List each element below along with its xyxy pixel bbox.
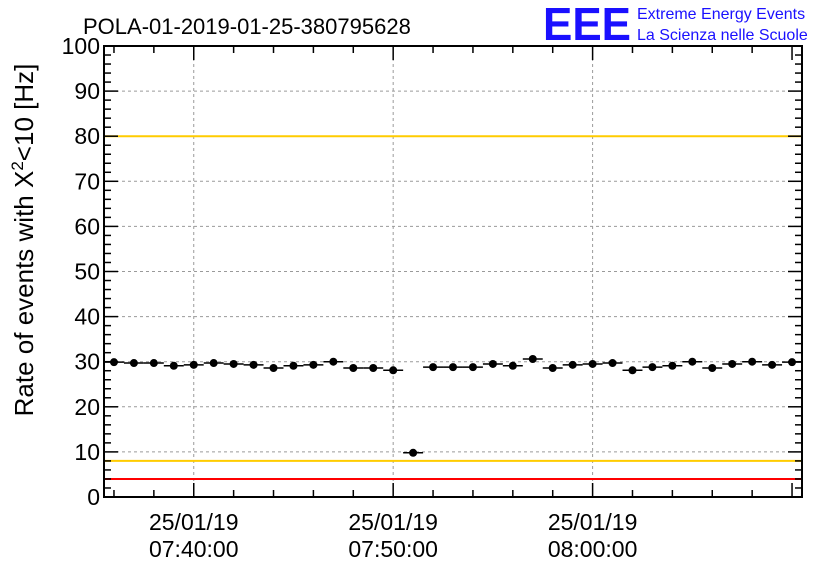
logo-line-1: Extreme Energy Events (637, 6, 805, 23)
y-axis-label-suffix: <10 [Hz] (9, 64, 39, 162)
data-point (768, 360, 777, 369)
axis-ticks (104, 45, 802, 498)
y-tick-label: 40 (74, 304, 100, 330)
data-point (249, 360, 258, 369)
x-tick-label-date: 25/01/19 (348, 509, 438, 535)
data-point (289, 361, 298, 370)
data-point (129, 359, 138, 368)
data-point (628, 366, 637, 375)
x-tick-label-time: 08:00:00 (548, 536, 638, 562)
eee-logo: EEE Extreme Energy Events La Scienza nel… (543, 0, 808, 50)
logo-line-2: La Scienza nelle Scuole (637, 27, 808, 44)
data-point (309, 360, 318, 369)
y-tick-label: 50 (74, 259, 100, 285)
data-point (728, 359, 737, 368)
data-point (449, 363, 457, 372)
x-tick-label-date: 25/01/19 (548, 509, 638, 535)
y-tick-label: 0 (87, 484, 100, 510)
data-point (548, 364, 557, 373)
data-point (409, 448, 418, 457)
data-point (488, 359, 497, 368)
data-point (389, 366, 398, 375)
x-tick-labels: 25/01/1907:40:0025/01/1907:50:0025/01/19… (149, 509, 637, 562)
threshold-lines (104, 45, 802, 480)
grid (104, 46, 802, 497)
data-point (748, 357, 757, 366)
y-axis-label-superscript: 2 (8, 161, 27, 170)
y-tick-labels: 0 10 20 30 40 50 60 70 80 90 100 (62, 33, 100, 510)
data-point (708, 364, 717, 373)
data-point (528, 354, 537, 363)
x-tick-label-time: 07:40:00 (149, 536, 239, 562)
y-tick-label: 70 (74, 168, 100, 194)
data-point (429, 363, 438, 372)
data-point (568, 360, 577, 369)
y-tick-label: 100 (62, 33, 100, 59)
y-tick-label: 10 (74, 439, 100, 465)
x-tick-label-time: 07:50:00 (348, 536, 438, 562)
y-tick-label: 90 (74, 78, 100, 104)
data-point (648, 363, 657, 372)
data-point (189, 360, 198, 369)
chart-title: POLA-01-2019-01-25-380795628 (83, 14, 411, 39)
data-point (349, 364, 358, 373)
data-points (104, 354, 802, 457)
y-tick-label: 20 (74, 394, 100, 420)
y-tick-label: 80 (74, 123, 100, 149)
data-point (149, 359, 158, 368)
data-point (169, 361, 178, 370)
data-point (329, 357, 338, 366)
y-axis-label-prefix: Rate of events with X (9, 171, 39, 417)
data-point (608, 359, 617, 368)
y-axis-label: Rate of events with X2<10 [Hz] (8, 64, 39, 417)
data-point (508, 361, 517, 370)
data-point (369, 364, 378, 373)
data-point (209, 359, 218, 368)
data-point (468, 363, 477, 372)
data-point (668, 361, 677, 370)
logo-letters: EEE (543, 0, 631, 50)
y-tick-label: 30 (74, 349, 100, 375)
y-tick-label: 60 (74, 213, 100, 239)
data-point (269, 364, 278, 373)
data-point (229, 359, 238, 368)
data-point (588, 359, 597, 368)
x-tick-label-date: 25/01/19 (149, 509, 239, 535)
data-point (688, 357, 697, 366)
